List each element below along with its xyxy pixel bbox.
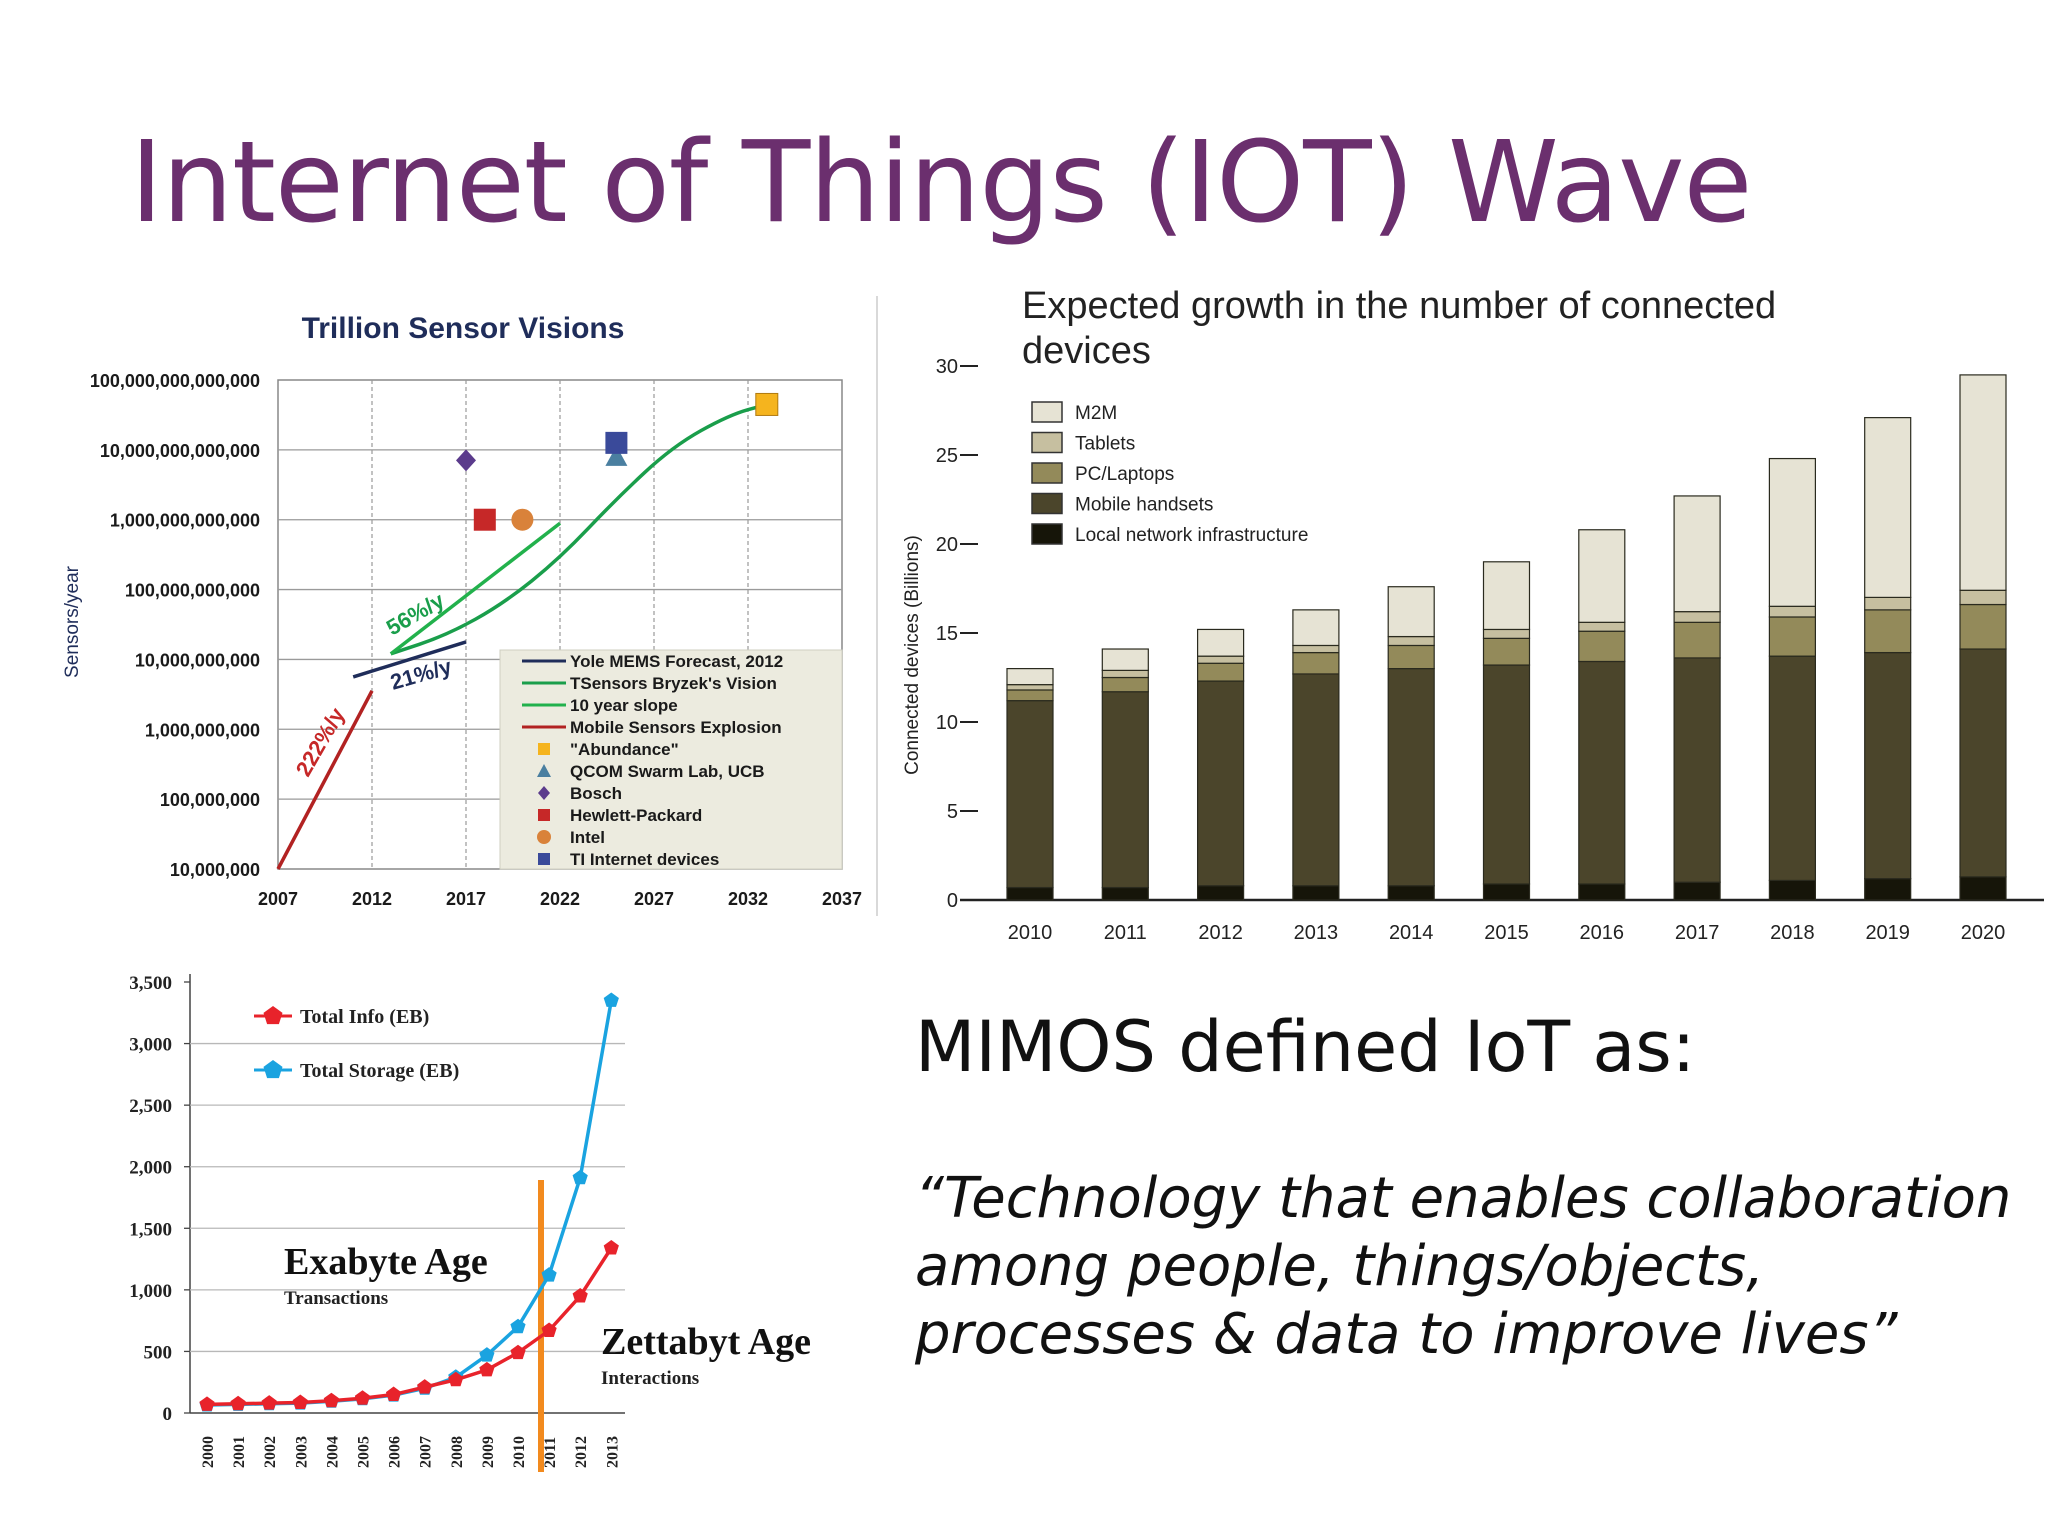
sensor-legend-box — [499, 649, 843, 870]
sensor-legend-swatch — [538, 853, 550, 865]
sensor-series — [276, 392, 779, 870]
sensor-legend-label: TSensors Bryzek's Vision — [570, 674, 777, 693]
sensor-x-tick-label: 2022 — [540, 889, 580, 909]
sensor-x-tick-label: 2027 — [634, 889, 674, 909]
sensor-legend-swatch — [538, 809, 550, 821]
divider — [876, 296, 878, 916]
sensor-chart-title: Trillion Sensor Visions — [302, 312, 625, 345]
sensor-x-tick-label: 2012 — [352, 889, 392, 909]
sensor-legend-label: TI Internet devices — [570, 850, 719, 869]
sensor-y-tick-label: 1,000,000,000,000 — [110, 511, 260, 531]
sensor-legend-swatch — [538, 743, 550, 755]
sensor-legend-label: Mobile Sensors Explosion — [570, 718, 782, 737]
sensor-legend-label: Bosch — [570, 784, 622, 803]
sensor-line-yole-mems-forecast-2012 — [352, 640, 467, 679]
sensor-marker-hewlett-packard — [473, 508, 496, 531]
sensor-y-tick-label: 10,000,000 — [170, 860, 260, 880]
sensor-y-tick-label: 10,000,000,000 — [135, 650, 260, 670]
sensor-y-tick-label: 100,000,000,000 — [125, 581, 260, 601]
sensor-y-axis-label: Sensors/year — [62, 565, 83, 678]
sensor-x-ticks: 2007 2012 2017 2022 2027 2032 2037 — [258, 889, 862, 909]
sensor-legend-label: 10 year slope — [570, 696, 678, 715]
sensor-y-tick-label: 100,000,000,000,000 — [90, 371, 260, 391]
sensor-legend-label: "Abundance" — [570, 740, 679, 759]
sensor-legend-swatch — [537, 764, 551, 777]
sensor-x-tick-label: 2037 — [822, 889, 862, 909]
sensor-marker-intel — [511, 508, 534, 531]
sensor-marker-qcom-swarm-lab-ucb — [605, 445, 628, 466]
sensor-line-tsensors-bryzek-s-vision — [390, 402, 768, 656]
sensor-line-mobile-sensors-explosion — [276, 690, 374, 870]
sensor-y-tick-label: 100,000,000 — [160, 790, 260, 810]
mimos-heading: MIMOS defined IoT as: — [915, 1006, 1696, 1088]
sensor-y-tick-label: 1,000,000,000 — [145, 720, 260, 740]
sensor-y-ticks: 10,000,000 100,000,000 1,000,000,000 10,000… — [90, 371, 260, 880]
sensor-x-tick-label: 2017 — [446, 889, 486, 909]
mimos-quote: “Technology that enables collaboration a… — [915, 1166, 2012, 1367]
sensor-marker--abundance- — [755, 392, 779, 416]
sensor-legend-label: Yole MEMS Forecast, 2012 — [570, 652, 783, 671]
sensor-y-tick-label: 10,000,000,000,000 — [100, 441, 260, 461]
sensor-legend-label: Hewlett-Packard — [570, 806, 702, 825]
sensor-legend-swatch — [537, 830, 551, 844]
sensor-legend-swatch — [538, 786, 550, 800]
sensor-line-10-year-slope — [389, 521, 562, 656]
sensor-legend-label: Intel — [570, 828, 605, 847]
sensor-x-tick-label: 2007 — [258, 889, 298, 909]
sensor-legend-label: QCOM Swarm Lab, UCB — [570, 762, 765, 781]
sensor-marker-bosch — [456, 449, 476, 472]
sensor-legend: Yole MEMS Forecast, 2012 TSensors Bryzek'… — [499, 649, 843, 870]
sensor-marker-ti-internet-devices — [605, 431, 628, 454]
slide-title: Internet of Things (IOT) Wave — [130, 118, 1752, 248]
sensor-x-tick-label: 2032 — [728, 889, 768, 909]
